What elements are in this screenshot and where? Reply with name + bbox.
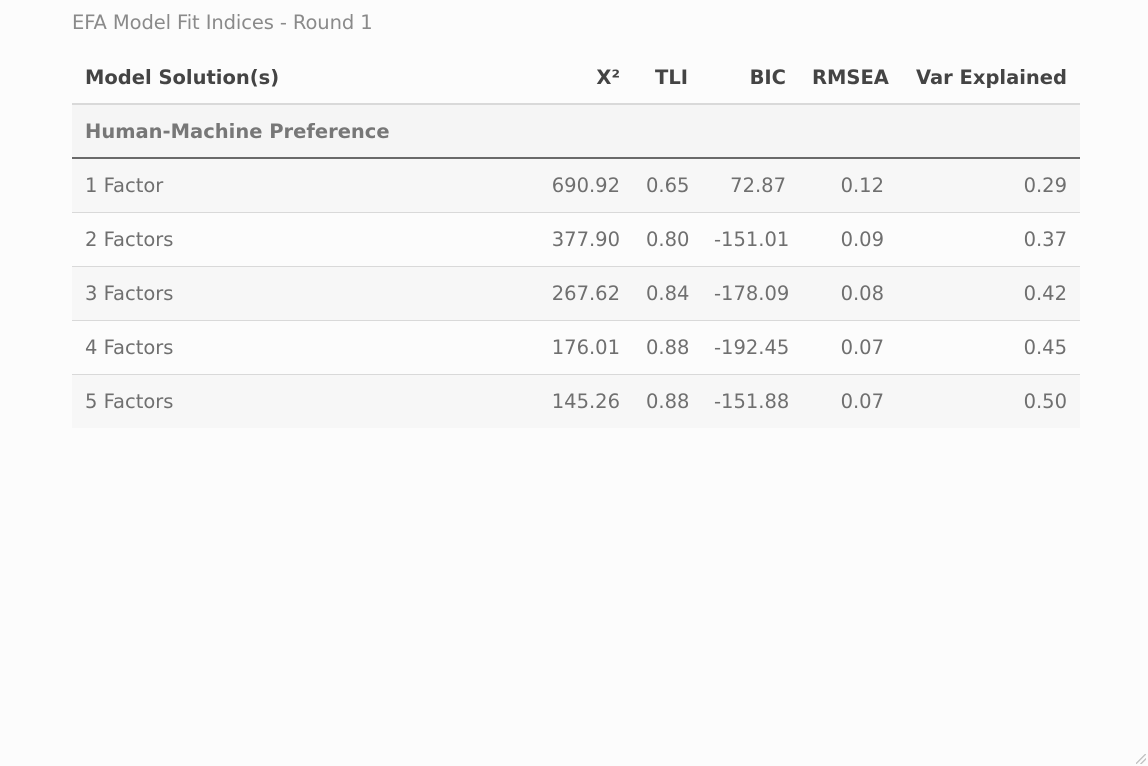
- column-header-tli: TLI: [633, 51, 701, 105]
- column-header-bic: BIC: [701, 51, 799, 105]
- cell-tli: 0.88: [633, 374, 701, 428]
- cell-chi2: 267.62: [524, 266, 633, 321]
- cell-chi2: 690.92: [524, 158, 633, 213]
- cell-var-explained: 0.45: [897, 320, 1080, 375]
- table-row: 3 Factors 267.62 0.84 -178.09 0.08 0.42: [72, 266, 1080, 321]
- group-label: Human-Machine Preference: [72, 104, 1080, 159]
- cell-model: 4 Factors: [72, 320, 524, 375]
- table-caption: EFA Model Fit Indices - Round 1: [72, 11, 373, 34]
- resize-grip-icon[interactable]: [1136, 754, 1146, 764]
- cell-model: 3 Factors: [72, 266, 524, 321]
- cell-tli: 0.80: [633, 212, 701, 267]
- cell-var-explained: 0.50: [897, 374, 1080, 428]
- cell-model: 1 Factor: [72, 158, 524, 213]
- cell-bic: -178.09: [701, 266, 799, 321]
- cell-bic: -151.88: [701, 374, 799, 428]
- cell-tli: 0.84: [633, 266, 701, 321]
- cell-var-explained: 0.42: [897, 266, 1080, 321]
- column-header-rmsea: RMSEA: [799, 51, 897, 105]
- table-row: 4 Factors 176.01 0.88 -192.45 0.07 0.45: [72, 320, 1080, 375]
- cell-model: 2 Factors: [72, 212, 524, 267]
- data-rows: 1 Factor 690.92 0.65 72.87 0.12 0.29 2 F…: [72, 158, 1080, 428]
- cell-rmsea: 0.08: [799, 266, 897, 321]
- column-header-var-explained: Var Explained: [897, 51, 1080, 105]
- group-row: Human-Machine Preference: [72, 104, 1080, 159]
- table-header: Model Solution(s) X² TLI BIC RMSEA Var E…: [72, 51, 1080, 105]
- cell-chi2: 176.01: [524, 320, 633, 375]
- table-row: 1 Factor 690.92 0.65 72.87 0.12 0.29: [72, 158, 1080, 213]
- cell-bic: 72.87: [701, 158, 799, 213]
- cell-tli: 0.88: [633, 320, 701, 375]
- cell-var-explained: 0.29: [897, 158, 1080, 213]
- header-row: Model Solution(s) X² TLI BIC RMSEA Var E…: [72, 51, 1080, 105]
- cell-var-explained: 0.37: [897, 212, 1080, 267]
- column-header-chi2: X²: [524, 51, 633, 105]
- table-row: 5 Factors 145.26 0.88 -151.88 0.07 0.50: [72, 374, 1080, 428]
- cell-bic: -192.45: [701, 320, 799, 375]
- table-row: 2 Factors 377.90 0.80 -151.01 0.09 0.37: [72, 212, 1080, 267]
- cell-rmsea: 0.07: [799, 320, 897, 375]
- cell-model: 5 Factors: [72, 374, 524, 428]
- cell-rmsea: 0.07: [799, 374, 897, 428]
- cell-rmsea: 0.09: [799, 212, 897, 267]
- fit-indices-table: Model Solution(s) X² TLI BIC RMSEA Var E…: [72, 51, 1080, 428]
- table-body: Human-Machine Preference: [72, 104, 1080, 159]
- cell-chi2: 145.26: [524, 374, 633, 428]
- cell-chi2: 377.90: [524, 212, 633, 267]
- cell-rmsea: 0.12: [799, 158, 897, 213]
- cell-tli: 0.65: [633, 158, 701, 213]
- column-header-model: Model Solution(s): [72, 51, 524, 105]
- cell-bic: -151.01: [701, 212, 799, 267]
